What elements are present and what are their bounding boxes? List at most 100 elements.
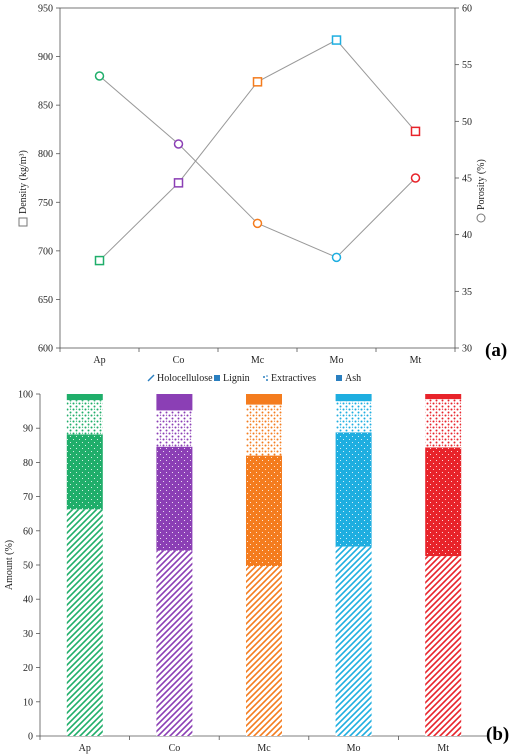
- composition-stacked-bar-chart: Holocellulose Lignin Extractives Ash 0 10 20 3…: [4, 373, 509, 754]
- y-tick-label: 60: [23, 526, 33, 537]
- panel-label-b: (b): [486, 724, 509, 745]
- ash-segment: [425, 394, 462, 400]
- holocellulose-segment: [66, 509, 103, 736]
- x-tick-label: Mt: [437, 743, 449, 754]
- y-tick-label: 70: [23, 492, 33, 503]
- x-tick-label: Mc: [251, 355, 265, 366]
- holocellulose-segment: [335, 546, 372, 736]
- density-point: [173, 178, 184, 188]
- x-axis: Ap Co Mc Mo Mt: [39, 736, 489, 754]
- legend-label: Ash: [345, 373, 361, 384]
- porosity-point: [252, 218, 263, 229]
- porosity-point: [410, 173, 421, 183]
- y-tick-label: 600: [38, 344, 53, 355]
- y-tick-label: 700: [38, 246, 53, 257]
- solid-swatch-icon: [336, 375, 342, 381]
- y-tick-label: 850: [38, 101, 53, 112]
- y-axis-label-b: Amount (%): [4, 540, 15, 590]
- y-tick-label: 900: [38, 52, 53, 63]
- extractives-segment: [335, 401, 372, 433]
- plot-area-a: [59, 7, 456, 349]
- density-point: [94, 255, 105, 266]
- circle-marker-key-icon: [476, 213, 486, 223]
- legend-label: Extractives: [271, 373, 316, 384]
- holocellulose-segment: [425, 556, 462, 736]
- y-tick-label: 40: [23, 595, 33, 606]
- density-point: [252, 77, 263, 87]
- solid-swatch-icon: [214, 375, 220, 381]
- holocellulose-segment: [156, 550, 193, 736]
- right-y-tick-label: 55: [462, 60, 472, 71]
- lignin-segment: [156, 446, 193, 551]
- porosity-line: [99, 75, 416, 258]
- legend-item-lignin: Lignin: [214, 373, 250, 384]
- x-axis: Ap Co Mc Mo Mt: [59, 348, 456, 366]
- ash-segment: [246, 394, 282, 405]
- right-y-tick-label: 45: [462, 174, 472, 185]
- lignin-segment: [425, 447, 462, 557]
- ash-segment: [66, 394, 103, 401]
- panel-label-a: (a): [485, 340, 507, 361]
- right-axis-label: Porosity (%): [476, 159, 487, 210]
- lignin-segment: [335, 432, 372, 547]
- right-axis-title: Porosity (%): [476, 159, 487, 223]
- y-tick-label: 800: [38, 149, 53, 160]
- porosity-point: [173, 139, 184, 149]
- y-tick-label: 750: [38, 198, 53, 209]
- legend-item-ash: Ash: [336, 373, 361, 384]
- y-tick-label: 950: [38, 4, 53, 15]
- lignin-segment: [66, 434, 103, 510]
- y-tick-label: 100: [18, 390, 33, 401]
- ash-segment: [335, 394, 372, 402]
- holocellulose-segment: [246, 566, 282, 736]
- left-axis-title: Density (kg/m³): [18, 150, 29, 227]
- porosity-point: [331, 252, 342, 263]
- right-y-tick-label: 30: [462, 344, 472, 355]
- x-tick-label: Ap: [93, 355, 105, 366]
- legend-label: Lignin: [223, 373, 250, 384]
- right-y-tick-label: 50: [462, 117, 472, 128]
- right-y-axis: 30 35 40 45 50 55 60: [455, 4, 472, 355]
- x-tick-label: Mo: [347, 743, 361, 754]
- ash-segment: [156, 394, 193, 411]
- x-tick-label: Mt: [410, 355, 422, 366]
- extractives-segment: [425, 399, 462, 448]
- y-tick-label: 650: [38, 295, 53, 306]
- right-y-tick-label: 35: [462, 287, 472, 298]
- legend-item-holocellulose: Holocellulose: [147, 373, 213, 384]
- bars: [66, 394, 462, 736]
- right-y-tick-label: 60: [462, 4, 472, 15]
- legend-label: Holocellulose: [157, 373, 213, 384]
- extractives-segment: [246, 404, 282, 456]
- y-tick-label: 30: [23, 629, 33, 640]
- density-point: [331, 35, 342, 45]
- legend: Holocellulose Lignin Extractives Ash: [147, 373, 361, 384]
- extractives-segment: [66, 400, 103, 435]
- x-tick-label: Mo: [330, 355, 344, 366]
- x-tick-label: Ap: [79, 743, 91, 754]
- y-tick-label: 0: [28, 732, 33, 743]
- left-axis-label: Density (kg/m³): [18, 150, 29, 214]
- series-markers: [94, 35, 421, 266]
- left-y-axis: 600 650 700 750 800 850 900 950: [38, 4, 60, 355]
- legend-item-extractives: Extractives: [263, 373, 316, 384]
- x-tick-label: Co: [173, 355, 185, 366]
- density-point: [410, 126, 421, 137]
- square-marker-key-icon: [18, 217, 28, 227]
- y-tick-label: 20: [23, 663, 33, 674]
- hatch-swatch-icon: [147, 374, 155, 382]
- lignin-segment: [246, 455, 282, 567]
- y-tick-label: 80: [23, 458, 33, 469]
- x-tick-label: Co: [169, 743, 181, 754]
- extractives-segment: [156, 410, 193, 447]
- y-tick-label: 90: [23, 424, 33, 435]
- y-axis: 0 10 20 30 40 50 60 70 80 90 100: [18, 390, 40, 743]
- dots-swatch-icon: [263, 376, 265, 378]
- y-tick-label: 10: [23, 697, 33, 708]
- porosity-point: [94, 71, 105, 81]
- x-tick-label: Mc: [257, 743, 271, 754]
- right-y-tick-label: 40: [462, 230, 472, 241]
- y-tick-label: 50: [23, 561, 33, 572]
